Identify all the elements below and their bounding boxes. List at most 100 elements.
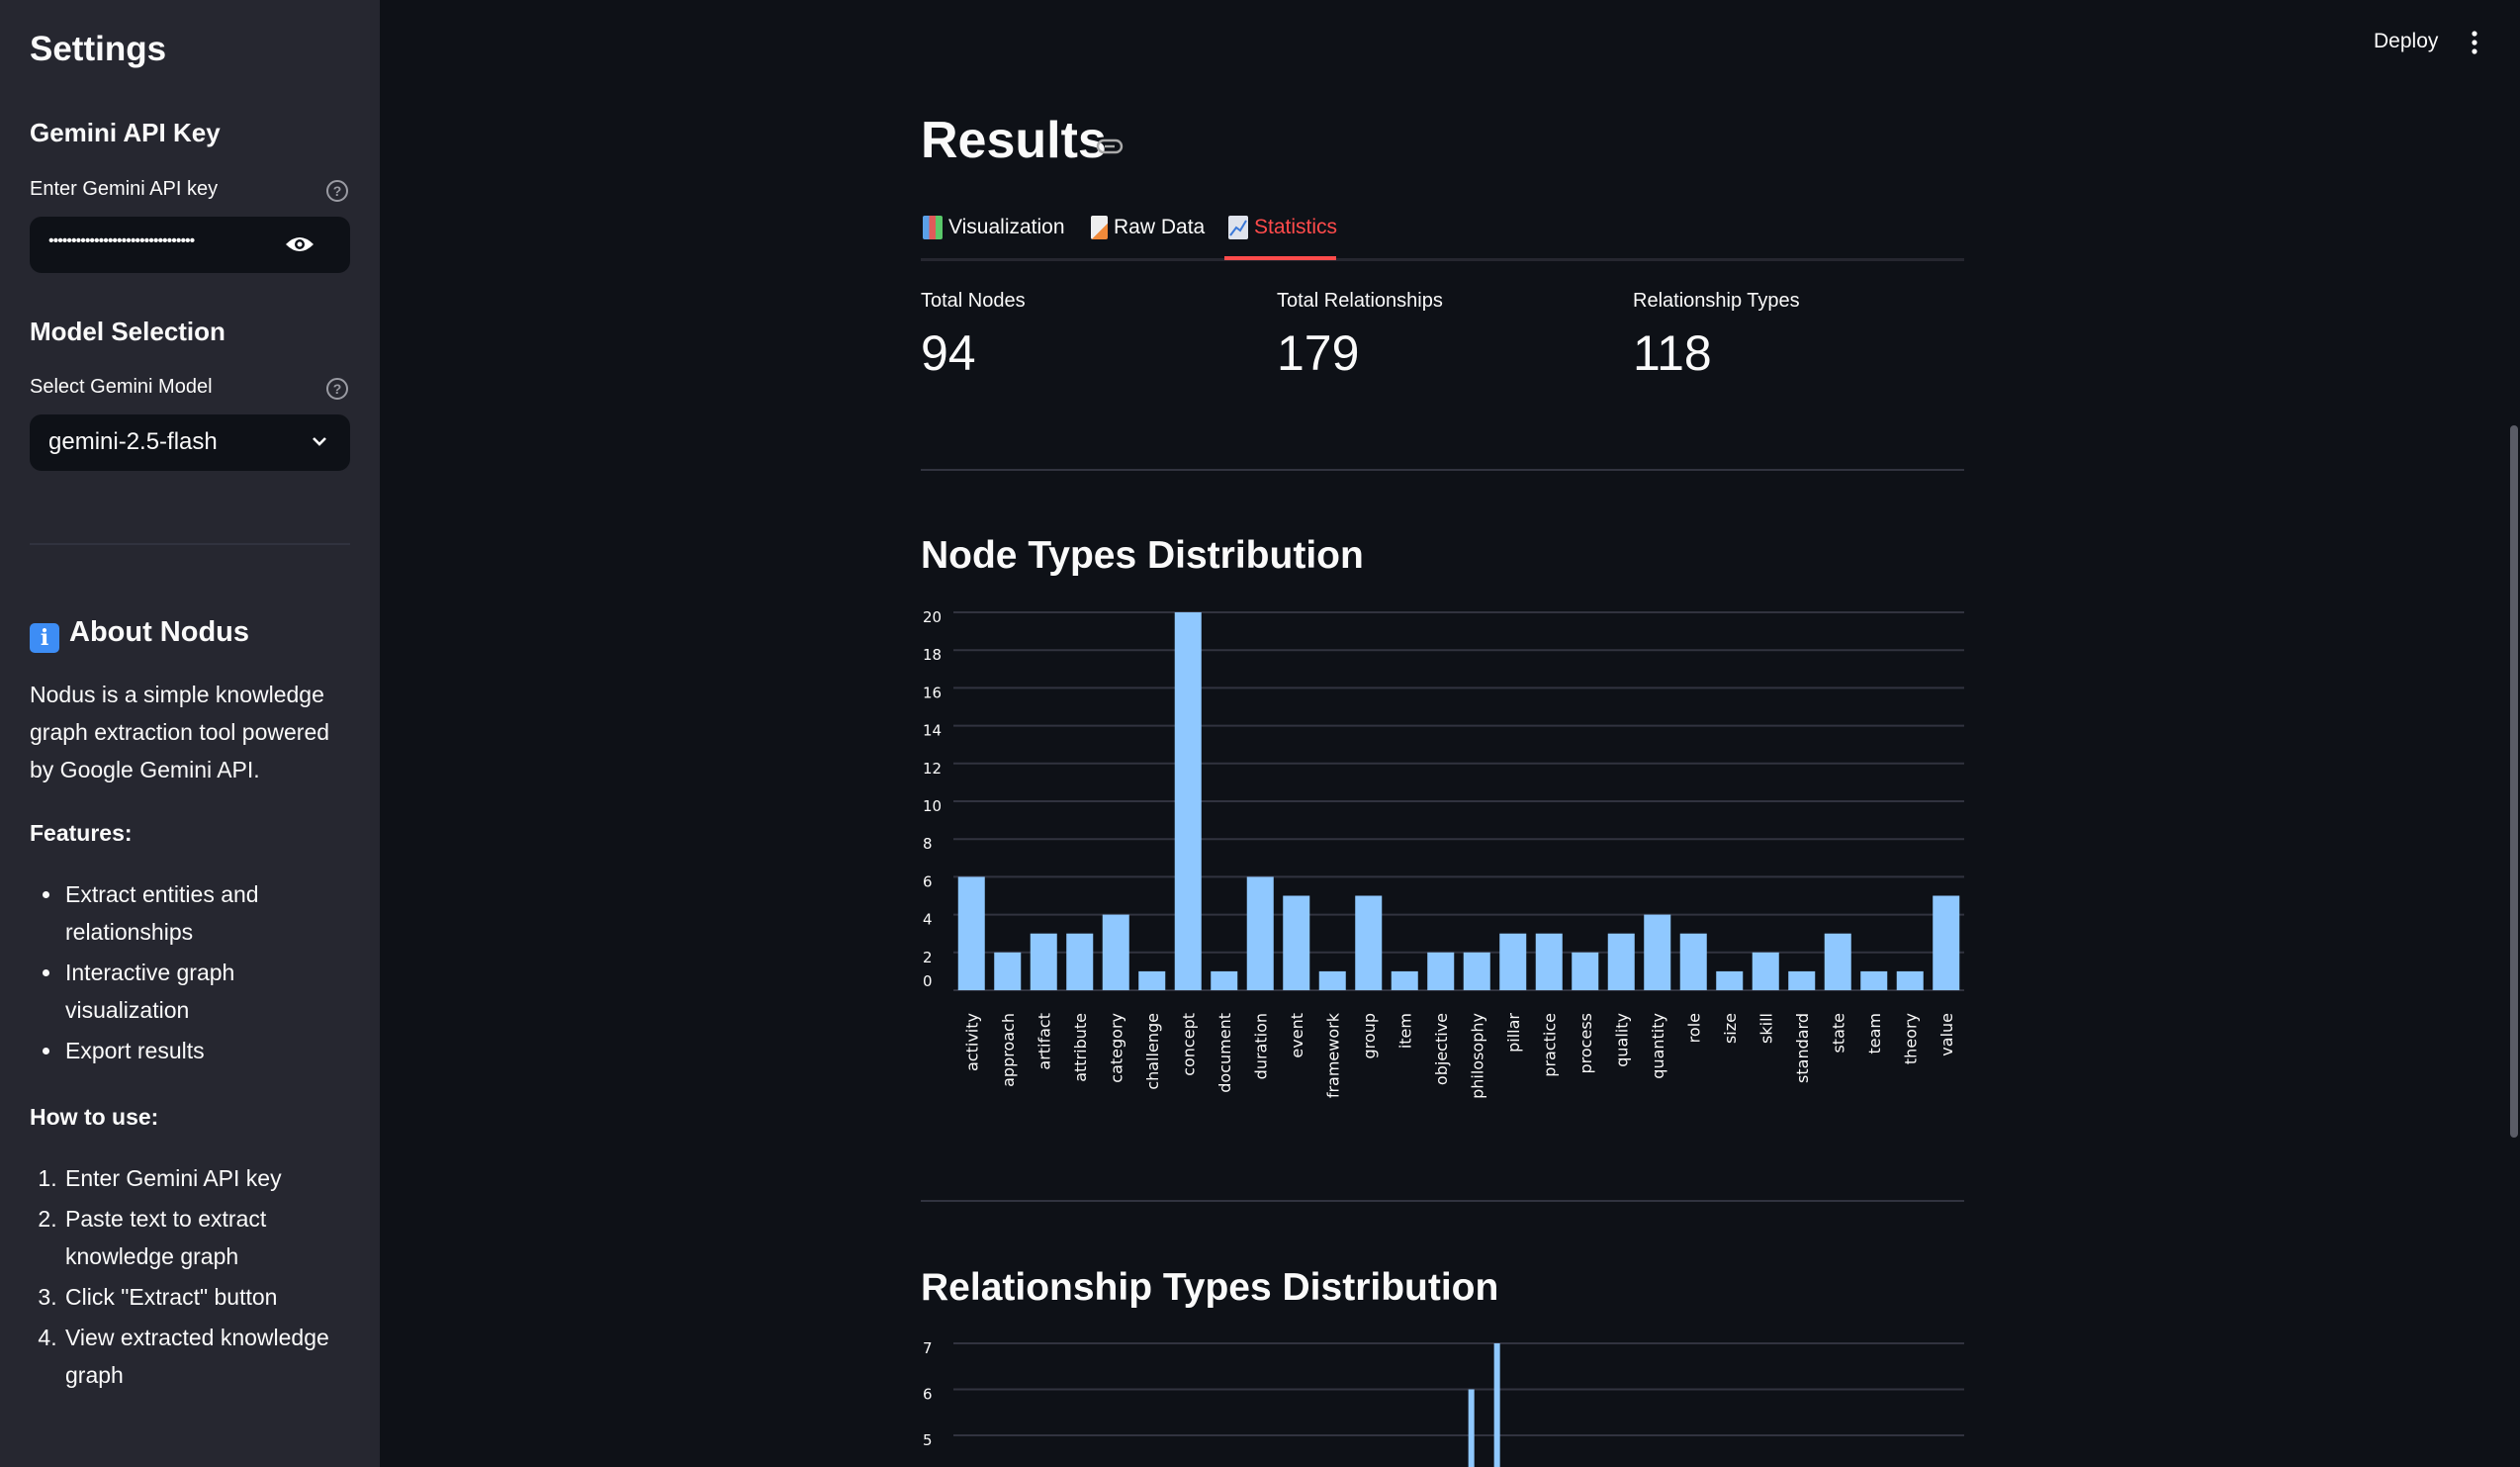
sidebar-divider	[30, 543, 350, 545]
list-item: Paste text to extract knowledge graph	[63, 1200, 356, 1275]
metric-label: Total Relationships	[1277, 290, 1443, 312]
x-tick-label: process	[1576, 1013, 1595, 1073]
howto-heading: How to use:	[30, 1104, 159, 1130]
x-tick-label: category	[1107, 1013, 1125, 1083]
x-tick-label: item	[1395, 1013, 1414, 1049]
model-select[interactable]: gemini-2.5-flash	[30, 414, 350, 471]
y-tick-label: 6	[923, 1386, 933, 1404]
link-icon[interactable]	[1096, 137, 1124, 156]
bar-value	[1933, 895, 1960, 990]
deploy-button[interactable]: Deploy	[2374, 30, 2439, 52]
x-tick-label: objective	[1432, 1013, 1451, 1085]
x-tick-label: approach	[999, 1013, 1018, 1087]
bar-process	[1572, 952, 1599, 990]
x-tick-label: concept	[1179, 1013, 1198, 1076]
x-tick-label: attribute	[1071, 1013, 1090, 1082]
info-icon: i	[30, 623, 59, 653]
x-tick-label: philosophy	[1468, 1013, 1486, 1099]
y-tick-label: 14	[923, 722, 942, 740]
bar-size	[1716, 970, 1744, 990]
help-icon[interactable]: ?	[326, 180, 348, 202]
bar-event	[1283, 895, 1310, 990]
bar-team	[1860, 970, 1888, 990]
api-key-label: Enter Gemini API key	[30, 178, 219, 200]
about-description: Nodus is a simple knowledge graph extrac…	[30, 682, 330, 782]
y-tick-label: 18	[923, 646, 942, 664]
features-list: Extract entities and relationships Inter…	[30, 875, 356, 1072]
sidebar-title: Settings	[30, 30, 167, 68]
howto-list: Enter Gemini API key Paste text to extra…	[30, 1159, 356, 1397]
node-chart-title: Node Types Distribution	[921, 534, 1364, 577]
bar-objective	[1427, 952, 1455, 990]
api-key-value: ••••••••••••••••••••••••••••••••	[48, 232, 195, 249]
bar-category	[1102, 914, 1129, 990]
x-tick-label: activity	[962, 1013, 981, 1071]
x-tick-label: practice	[1540, 1013, 1559, 1077]
scrollbar[interactable]	[2510, 425, 2518, 1138]
chevron-down-icon	[313, 437, 326, 446]
document-icon	[1091, 216, 1108, 239]
y-tick-label: 0	[923, 972, 933, 990]
x-tick-label: document	[1215, 1013, 1234, 1093]
bar-skill	[1752, 952, 1779, 990]
bar-theory	[1896, 970, 1924, 990]
list-item: Enter Gemini API key	[63, 1159, 356, 1197]
eye-icon[interactable]	[285, 232, 315, 256]
bar-item	[1391, 970, 1418, 990]
list-item: Click "Extract" button	[63, 1278, 356, 1316]
tab-raw-data[interactable]: Raw Data	[1091, 212, 1205, 243]
metric-label: Total Nodes	[921, 290, 1026, 312]
y-tick-label: 4	[923, 911, 933, 929]
bar-artifact	[1030, 933, 1057, 990]
rel-chart-title: Relationship Types Distribution	[921, 1266, 1499, 1309]
tab-label: Raw Data	[1114, 216, 1206, 238]
about-heading: i About Nodus	[30, 616, 249, 653]
x-tick-label: group	[1360, 1013, 1379, 1058]
y-tick-label: 8	[923, 835, 933, 853]
x-tick-label: role	[1684, 1013, 1703, 1043]
more-menu-icon[interactable]	[2465, 30, 2484, 55]
x-tick-label: quality	[1612, 1013, 1631, 1067]
metric-value: 94	[921, 325, 976, 381]
page-title: Results	[921, 112, 1107, 169]
metric-relationship-types: Relationship Types 118	[1633, 290, 1800, 382]
x-tick-label: theory	[1901, 1013, 1920, 1064]
bar-philosophy	[1463, 952, 1490, 990]
bar-state	[1824, 933, 1851, 990]
bar-quality	[1607, 933, 1635, 990]
list-item: Extract entities and relationships	[63, 875, 356, 951]
y-tick-label: 10	[923, 797, 942, 815]
x-tick-label: standard	[1793, 1013, 1812, 1083]
help-icon[interactable]: ?	[326, 378, 348, 400]
x-tick-label: artifact	[1035, 1013, 1053, 1070]
bar-standard	[1788, 970, 1816, 990]
tab-statistics[interactable]: Statistics	[1228, 212, 1337, 243]
bar-practice	[1535, 933, 1563, 990]
y-tick-label: 16	[923, 684, 942, 701]
list-item: Interactive graph visualization	[63, 954, 356, 1029]
metric-label: Relationship Types	[1633, 290, 1800, 312]
x-tick-label: event	[1288, 1013, 1306, 1058]
bar-challenge	[1138, 970, 1166, 990]
bar-document	[1211, 970, 1238, 990]
x-tick-label: duration	[1251, 1013, 1270, 1079]
list-item: View extracted knowledge graph	[63, 1319, 356, 1394]
bar-chart-icon	[923, 216, 943, 239]
y-tick-label: 20	[923, 608, 942, 626]
model-select-value: gemini-2.5-flash	[48, 428, 218, 455]
tab-bar: Visualization Raw Data Statistics	[921, 212, 1964, 261]
x-tick-label: pillar	[1504, 1013, 1523, 1053]
bar-framework	[1318, 970, 1346, 990]
sidebar: Settings Gemini API Key Enter Gemini API…	[0, 0, 380, 1467]
x-tick-label: size	[1721, 1013, 1740, 1044]
bar	[1468, 1389, 1475, 1467]
bar-attribute	[1066, 933, 1094, 990]
y-tick-label: 7	[923, 1339, 933, 1357]
tab-visualization[interactable]: Visualization	[923, 212, 1065, 243]
x-tick-label: framework	[1323, 1012, 1342, 1098]
metric-value: 179	[1277, 325, 1360, 381]
y-tick-label: 12	[923, 760, 942, 778]
api-key-input[interactable]: ••••••••••••••••••••••••••••••••	[30, 217, 350, 273]
relationship-types-chart: 5 6 7	[923, 1339, 1964, 1467]
metric-total-nodes: Total Nodes 94	[921, 290, 1026, 382]
